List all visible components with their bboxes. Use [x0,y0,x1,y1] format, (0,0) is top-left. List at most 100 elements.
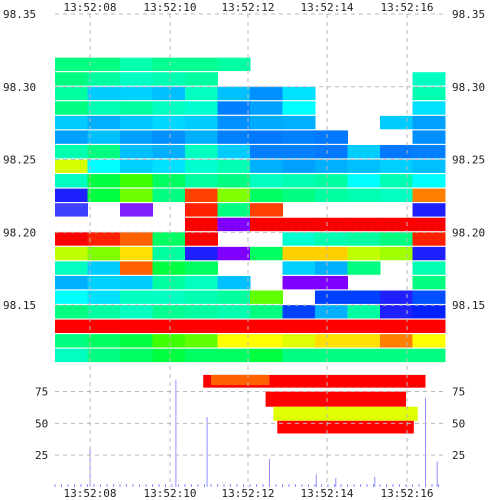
heat-cell-3-5 [217,101,251,115]
heat-cell-19-9 [347,334,381,348]
heat-cell-14-9 [347,261,381,275]
heat-cell-1-2 [120,72,153,86]
heat-cell-15-7 [282,275,316,290]
price-tick-right-2: 98.25 [452,154,485,167]
heat-cell-8-2 [120,174,153,188]
heat-cell-11-7 [282,217,316,232]
heat-cell-10-5 [217,203,251,217]
heat-cell-1-4 [185,72,218,86]
heat-cell-17-5 [217,305,251,319]
heat-cell-14-2 [120,261,153,275]
heat-cell-20-2 [120,348,153,363]
heat-cell-5-3 [152,130,186,144]
heat-cell-11-10 [380,217,413,232]
heat-cell-4-10 [380,115,413,130]
heat-cell-9-0 [55,188,88,203]
heat-cell-1-0 [55,72,88,86]
heat-cell-6-6 [250,144,283,159]
heat-cell-7-1 [87,159,121,173]
heat-cell-6-7 [282,144,316,159]
heat-cell-20-1 [87,348,121,363]
heat-cell-6-4 [185,144,218,159]
heat-cell-5-6 [250,130,283,144]
heat-cell-3-7 [282,101,316,115]
heat-cell-18-7 [282,319,316,334]
heat-cell-16-4 [185,290,218,304]
heat-cell-8-7 [282,174,316,188]
heat-cell-2-3 [152,86,186,101]
heat-cell-13-8 [315,246,348,261]
x-tick-top-2: 13:52:12 [222,1,275,14]
heat-cell-20-8 [315,348,348,363]
price-tick-right-4: 98.15 [452,299,485,312]
heat-cell-0-4 [185,57,218,72]
price-tick-left-3: 98.20 [3,226,36,239]
heat-cell-8-10 [380,174,413,188]
heat-cell-5-4 [185,130,218,144]
heat-cell-9-6 [250,188,283,203]
heat-cell-15-8 [315,275,348,290]
heat-cell-14-4 [185,261,218,275]
heat-cell-17-7 [282,305,316,319]
heat-cell-12-11 [412,232,446,246]
heat-cell-15-11 [412,275,446,290]
heat-cell-17-6 [250,305,283,319]
heat-cell-7-3 [152,159,186,173]
heat-cell-9-10 [380,188,413,203]
heat-cell-18-9 [347,319,381,334]
heat-cell-16-5 [217,290,251,304]
heat-cell-6-10 [380,144,413,159]
heat-cell-12-10 [380,232,413,246]
heat-cell-0-3 [152,57,186,72]
heat-cell-7-2 [120,159,153,173]
heat-cell-6-1 [87,144,121,159]
heat-cell-13-0 [55,246,88,261]
heat-cell-2-5 [217,86,251,101]
heat-cell-16-9 [347,290,381,304]
heat-cell-7-0 [55,159,88,173]
heat-cell-19-2 [120,334,153,348]
heat-cell-8-6 [250,174,283,188]
volume-tick-left-2: 25 [35,449,48,462]
heat-cell-5-5 [217,130,251,144]
volume-tick-right-1: 50 [452,417,465,430]
heat-cell-19-8 [315,334,348,348]
volume-band-3 [273,406,418,421]
heat-cell-4-4 [185,115,218,130]
heat-cell-9-11 [412,188,446,203]
heat-cell-1-11 [412,72,446,86]
heat-cell-3-1 [87,101,121,115]
heat-cell-4-6 [250,115,283,130]
volume-band-1 [211,374,270,386]
heat-cell-6-11 [412,144,446,159]
heat-cell-3-11 [412,101,446,115]
heat-cell-4-0 [55,115,88,130]
heat-cell-16-2 [120,290,153,304]
heat-cell-14-8 [315,261,348,275]
price-tick-right-0: 98.35 [452,8,485,21]
heat-cell-11-9 [347,217,381,232]
heat-cell-18-4 [185,319,218,334]
heat-cell-0-1 [87,57,121,72]
heat-cell-13-6 [250,246,283,261]
heat-cell-14-1 [87,261,121,275]
heat-cell-13-9 [347,246,381,261]
heat-cell-18-8 [315,319,348,334]
heat-cell-3-0 [55,101,88,115]
heat-cell-10-4 [185,203,218,217]
volume-band-4 [277,420,414,434]
heat-cell-11-6 [250,217,283,232]
heat-cell-3-4 [185,101,218,115]
heat-cell-15-1 [87,275,121,290]
price-tick-right-3: 98.20 [452,226,485,239]
heat-cell-7-6 [250,159,283,173]
heat-cell-4-2 [120,115,153,130]
heat-cell-16-1 [87,290,121,304]
x-tick-bottom-2: 13:52:12 [222,487,275,500]
heat-cell-13-4 [185,246,218,261]
heat-cell-4-3 [152,115,186,130]
heat-cell-2-6 [250,86,283,101]
heat-cell-12-0 [55,232,88,246]
heat-cell-9-5 [217,188,251,203]
price-tick-left-0: 98.35 [3,8,36,21]
